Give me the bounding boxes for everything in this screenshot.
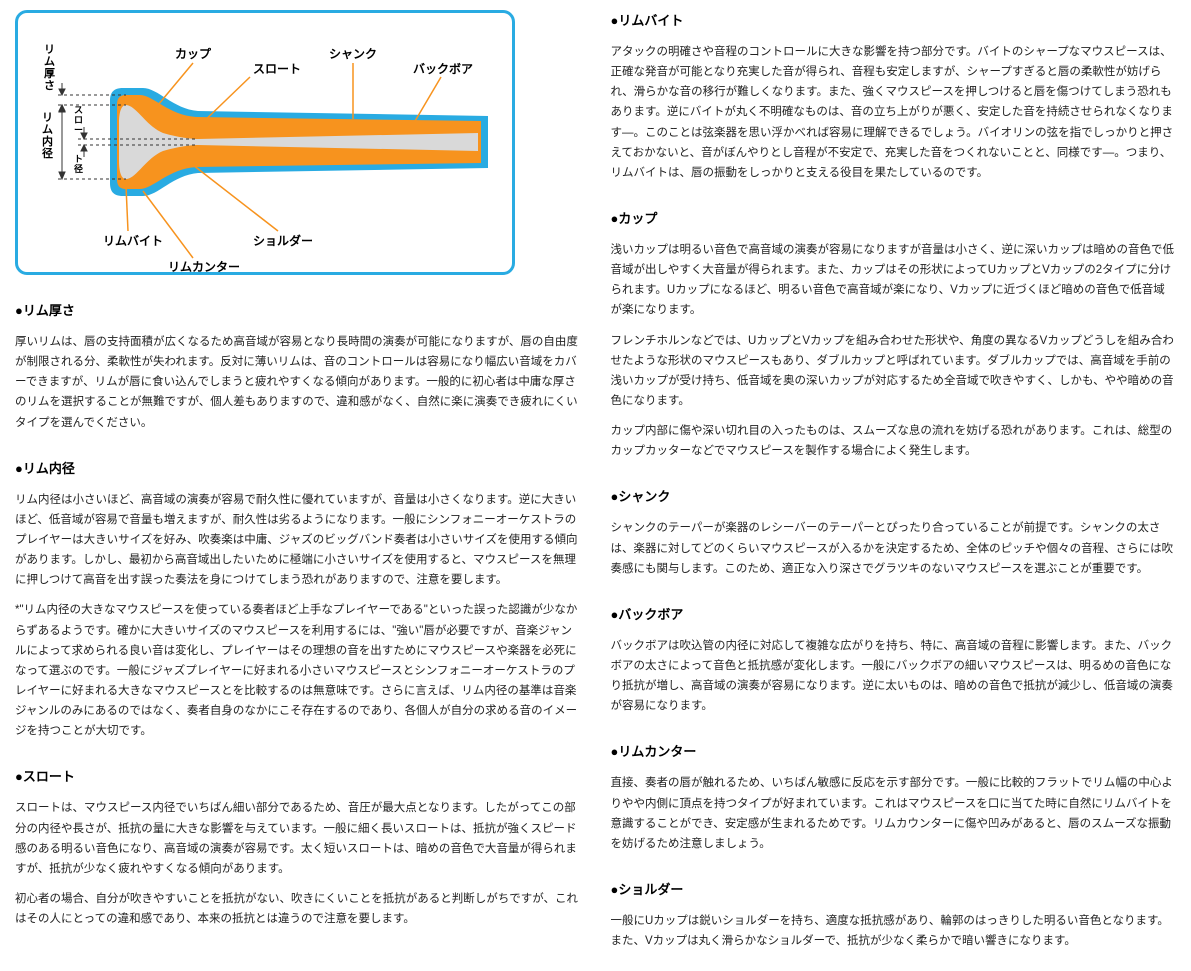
section-paragraph: アタックの明確さや音程のコントロールに大きな影響を持つ部分です。バイトのシャープ… (611, 42, 1177, 183)
section-heading: ●カップ (611, 208, 1177, 230)
section-paragraph: 厚いリムは、唇の支持面積が広くなるため高音域が容易となり長時間の演奏が可能になり… (15, 332, 581, 433)
section-heading: ●スロート (15, 766, 581, 788)
section-paragraph: 初心者の場合、自分が吹きやすいことを抵抗がない、吹きにくいことを抵抗があると判断… (15, 889, 581, 929)
section-heading: ●リムバイト (611, 10, 1177, 32)
label-rim-inner-dia: リム内径 (42, 111, 53, 160)
section-heading: ●ショルダー (611, 879, 1177, 901)
section-paragraph: シャンクのテーパーが楽器のレシーバーのテーパーとぴったり合っていることが前提です… (611, 518, 1177, 578)
label-shank: シャンク (329, 47, 377, 61)
section-paragraph: 浅いカップは明るい音色で高音域の演奏が容易になりますが音量は小さく、逆に深いカッ… (611, 240, 1177, 321)
section-heading: ●シャンク (611, 486, 1177, 508)
mouthpiece-diagram: カップ スロート シャンク バックボア リムバイト リムカンター ショルダー (15, 10, 515, 275)
section-paragraph: *"リム内径の大きなマウスピースを使っている奏者ほど上手なプレイヤーである"とい… (15, 600, 581, 741)
section-heading: ●リムカンター (611, 741, 1177, 763)
section-paragraph: リム内径は小さいほど、高音域の演奏が容易で耐久性に優れていますが、音量は小さくな… (15, 490, 581, 591)
label-rim-counter: リムカンター (168, 260, 240, 272)
label-rim-thickness: リム厚さ (44, 43, 55, 92)
section-paragraph: フレンチホルンなどでは、UカップとVカップを組み合わせた形状や、角度の異なるVカ… (611, 331, 1177, 412)
label-cup: カップ (175, 46, 212, 61)
section-paragraph: バックボアは吹込管の内径に対応して複雑な広がりを持ち、特に、高音域の音程に影響し… (611, 636, 1177, 717)
label-rim-bite: リムバイト (103, 234, 163, 248)
section-paragraph: カップ内部に傷や深い切れ目の入ったものは、スムーズな息の流れを妨げる恐れがありま… (611, 421, 1177, 461)
right-column: ●リムバイトアタックの明確さや音程のコントロールに大きな影響を持つ部分です。バイ… (611, 10, 1177, 961)
left-sections: ●リム厚さ厚いリムは、唇の支持面積が広くなるため高音域が容易となり長時間の演奏が… (15, 300, 581, 929)
section-paragraph: スロートは、マウスピース内径でいちばん細い部分であるため、音圧が最大点となります… (15, 798, 581, 879)
section-heading: ●リム内径 (15, 458, 581, 480)
section-heading: ●リム厚さ (15, 300, 581, 322)
section-paragraph: 一般にUカップは鋭いショルダーを持ち、適度な抵抗感があり、輪郭のはっきりした明る… (611, 911, 1177, 951)
page-container: カップ スロート シャンク バックボア リムバイト リムカンター ショルダー (0, 0, 1191, 971)
left-column: カップ スロート シャンク バックボア リムバイト リムカンター ショルダー (15, 10, 581, 961)
label-backbore: バックボア (413, 61, 473, 76)
label-throat: スロート (253, 62, 301, 76)
section-paragraph: 直接、奏者の唇が触れるため、いちばん敏感に反応を示す部分です。一般に比較的フラッ… (611, 773, 1177, 854)
right-sections: ●リムバイトアタックの明確さや音程のコントロールに大きな影響を持つ部分です。バイ… (611, 10, 1177, 951)
label-shoulder: ショルダー (253, 233, 313, 248)
section-heading: ●バックボア (611, 604, 1177, 626)
